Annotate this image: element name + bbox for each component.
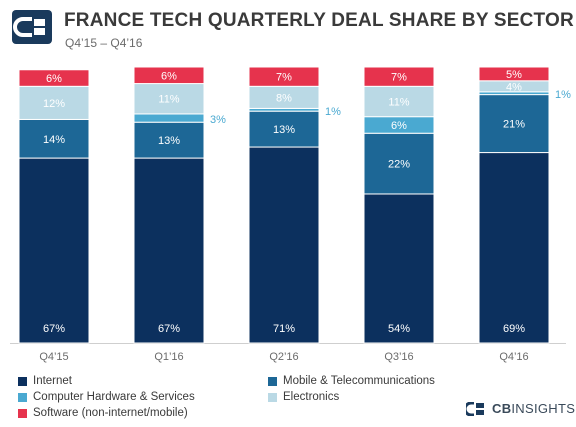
brand-mark: CBINSIGHTS (466, 401, 575, 416)
legend-swatch (18, 392, 27, 402)
legend-label: Computer Hardware & Services (33, 391, 195, 403)
x-tick-label: Q1’16 (154, 351, 183, 363)
bar-segment-electronics (133, 83, 205, 115)
data-label-hardware: 1% (555, 89, 571, 101)
data-label-mobile: 21% (503, 119, 525, 131)
legend-swatch (268, 392, 277, 402)
legend-label: Internet (33, 375, 72, 387)
bar-segment-mobile (478, 94, 550, 154)
bar-segment-internet (363, 193, 435, 344)
chart-legend: Internet Mobile & Telecommunications Compu… (18, 375, 458, 423)
legend-label: Software (non-internet/mobile) (33, 407, 188, 419)
bar-segment-software (363, 66, 435, 87)
data-label-electronics: 11% (158, 94, 179, 106)
chart-title: FRANCE TECH QUARTERLY DEAL SHARE BY SECT… (64, 10, 574, 31)
brand-name: CBINSIGHTS (492, 401, 575, 416)
x-tick-label: Q3’16 (384, 351, 413, 363)
bar-segment-software (248, 66, 320, 87)
data-label-software: 7% (276, 72, 292, 84)
legend-label: Mobile & Telecommunications (283, 375, 435, 387)
legend-item-internet: Internet (18, 375, 72, 387)
data-label-electronics: 12% (43, 98, 65, 110)
legend-item-software: Software (non-internet/mobile) (18, 407, 188, 419)
data-label-mobile: 13% (273, 124, 295, 136)
data-label-software: 6% (161, 70, 177, 82)
data-label-mobile: 22% (388, 159, 410, 171)
bar-segment-software (133, 66, 205, 85)
bar-segment-hardware (133, 113, 205, 123)
x-tick-label: Q4’15 (39, 351, 68, 363)
legend-item-mobile: Mobile & Telecommunications (268, 375, 435, 387)
legend-label: Electronics (283, 391, 340, 403)
cb-insights-logo-icon (466, 401, 484, 416)
bar-segment-internet (248, 146, 320, 344)
x-tick-label: Q2’16 (269, 351, 298, 363)
data-label-internet: 67% (43, 323, 65, 335)
bar-segment-internet (18, 157, 90, 344)
data-label-software: 7% (391, 72, 407, 84)
brand-name-bold: CB (492, 401, 512, 416)
data-label-software: 5% (506, 69, 522, 81)
data-label-hardware: 1% (325, 106, 341, 118)
bar-segment-mobile (133, 121, 205, 159)
legend-swatch (268, 376, 277, 386)
bar-segment-software (18, 69, 90, 87)
bar-segment-mobile (18, 118, 90, 159)
brand-name-rest: INSIGHTS (511, 401, 576, 416)
x-tick-label: Q4’16 (499, 351, 528, 363)
data-label-internet: 69% (503, 323, 525, 335)
data-label-electronics: 11% (388, 97, 409, 109)
data-label-software: 6% (46, 73, 62, 85)
bar-segment-electronics (363, 85, 435, 118)
legend-item-hardware: Computer Hardware & Services (18, 391, 195, 403)
legend-swatch (18, 408, 27, 418)
data-label-mobile: 14% (43, 134, 65, 146)
bar-segment-electronics (18, 85, 90, 120)
legend-swatch (18, 376, 27, 386)
data-label-electronics: 4% (506, 81, 522, 93)
bar-segment-software (478, 66, 550, 82)
bar-segment-internet (478, 152, 550, 344)
legend-item-electronics: Electronics (268, 391, 339, 403)
chart-subtitle: Q4’15 – Q4’16 (65, 36, 143, 50)
bar-segment-internet (133, 157, 205, 344)
cb-logo-icon (12, 10, 52, 44)
data-label-internet: 67% (158, 323, 180, 335)
data-label-internet: 71% (273, 323, 295, 335)
data-label-mobile: 13% (158, 135, 180, 147)
data-label-electronics: 8% (276, 92, 292, 104)
bar-segment-mobile (248, 110, 320, 148)
data-label-hardware: 6% (391, 120, 407, 132)
data-label-internet: 54% (388, 323, 410, 335)
data-label-hardware: 3% (210, 114, 226, 126)
